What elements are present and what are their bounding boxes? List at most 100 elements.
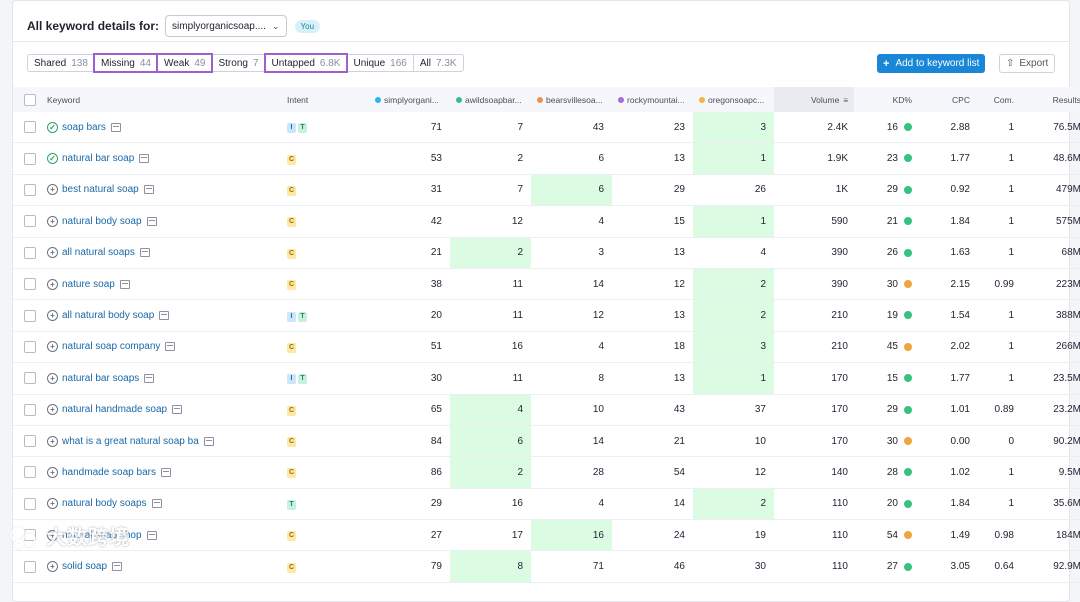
add-circle-icon[interactable]: + xyxy=(47,561,58,573)
competitor-5-color-dot xyxy=(699,97,705,104)
serp-features-icon[interactable] xyxy=(119,279,130,289)
add-circle-icon[interactable]: + xyxy=(47,498,58,510)
column-results[interactable]: Results xyxy=(1020,87,1080,112)
keyword-link[interactable]: solid soap xyxy=(62,561,108,573)
column-competitor-5[interactable]: oregonsoapc... xyxy=(693,87,774,112)
export-button[interactable]: ⇧ Export xyxy=(999,54,1056,73)
add-circle-icon[interactable]: + xyxy=(47,372,58,384)
serp-features-icon[interactable] xyxy=(144,373,155,383)
filter-tab-unique[interactable]: Unique 166 xyxy=(346,54,414,72)
column-com[interactable]: Com. xyxy=(976,87,1020,112)
add-circle-icon[interactable]: + xyxy=(47,184,58,196)
serp-features-icon[interactable] xyxy=(151,499,162,509)
keyword-link[interactable]: natural bar soaps xyxy=(62,372,140,384)
serp-features-icon[interactable] xyxy=(139,248,150,258)
serp-features-icon[interactable] xyxy=(112,562,123,572)
kd-indicator-dot xyxy=(904,123,912,132)
column-competitor-2[interactable]: awildsoapbar... xyxy=(450,87,531,112)
row-checkbox[interactable] xyxy=(24,309,36,322)
competition-cell: 1 xyxy=(976,142,1020,175)
serp-features-icon[interactable] xyxy=(146,530,157,540)
column-volume[interactable]: Volume ≡ xyxy=(774,87,854,112)
column-cpc-label: CPC xyxy=(952,94,970,105)
keyword-link[interactable]: natural body soaps xyxy=(62,498,147,510)
select-all-checkbox[interactable] xyxy=(24,93,36,106)
row-checkbox[interactable] xyxy=(24,372,36,385)
add-circle-icon[interactable]: + xyxy=(47,404,58,416)
keyword-link[interactable]: natural handmade soap xyxy=(62,404,168,416)
column-competitor-1[interactable]: simplyorgani... xyxy=(369,87,450,112)
keyword-link[interactable]: natural soap shop xyxy=(62,529,142,541)
kd-value: 21 xyxy=(886,215,898,227)
serp-features-icon[interactable] xyxy=(165,342,176,352)
row-checkbox[interactable] xyxy=(24,121,36,134)
keyword-link[interactable]: handmade soap bars xyxy=(62,466,156,478)
add-circle-icon[interactable]: + xyxy=(47,247,58,259)
add-circle-icon[interactable]: + xyxy=(47,529,58,541)
serp-features-icon[interactable] xyxy=(110,122,121,132)
check-circle-icon[interactable]: ✓ xyxy=(47,121,58,133)
keyword-link[interactable]: what is a great natural soap ba xyxy=(62,435,199,447)
row-checkbox-cell xyxy=(13,456,47,489)
intent-cell: T xyxy=(287,488,369,521)
keyword-cell: + natural body soaps xyxy=(47,488,287,521)
add-circle-icon[interactable]: + xyxy=(47,278,58,290)
row-checkbox[interactable] xyxy=(24,183,36,196)
keyword-link[interactable]: best natural soap xyxy=(62,184,139,196)
add-circle-icon[interactable]: + xyxy=(47,466,58,478)
row-checkbox[interactable] xyxy=(24,403,36,416)
column-kd[interactable]: KD% xyxy=(854,87,916,112)
add-to-keyword-list-button[interactable]: + Add to keyword list xyxy=(877,54,986,73)
keyword-link[interactable]: nature soap xyxy=(62,278,115,290)
competitor-position-cell: 10 xyxy=(693,425,774,458)
filter-tab-strong[interactable]: Strong 7 xyxy=(211,54,266,72)
filter-tab-all[interactable]: All 7.3K xyxy=(412,54,464,72)
keyword-link[interactable]: natural body soap xyxy=(62,215,142,227)
check-circle-icon[interactable]: ✓ xyxy=(47,153,58,165)
serp-features-icon[interactable] xyxy=(172,405,183,415)
serp-features-icon[interactable] xyxy=(143,185,154,195)
column-intent[interactable]: Intent xyxy=(287,87,369,112)
keyword-wrap: + what is a great natural soap ba xyxy=(47,435,287,447)
row-checkbox[interactable] xyxy=(24,340,36,353)
serp-features-icon[interactable] xyxy=(146,216,157,226)
row-checkbox[interactable] xyxy=(24,497,36,510)
filter-tab-shared[interactable]: Shared 138 xyxy=(27,54,95,72)
serp-features-icon[interactable] xyxy=(139,154,150,164)
intent-badge: T xyxy=(298,311,307,322)
row-checkbox[interactable] xyxy=(24,435,36,448)
competitor-position-cell: 12 xyxy=(693,456,774,489)
add-circle-icon[interactable]: + xyxy=(47,310,58,322)
row-checkbox[interactable] xyxy=(24,152,36,165)
filter-tab-untapped[interactable]: Untapped 6.8K xyxy=(263,53,349,73)
filter-tab-missing[interactable]: Missing 44 xyxy=(92,53,159,73)
competitor-position-cell: 29 xyxy=(369,488,450,521)
column-competitor-3[interactable]: bearsvillesoa... xyxy=(531,87,612,112)
add-circle-icon[interactable]: + xyxy=(47,341,58,353)
row-checkbox[interactable] xyxy=(24,466,36,479)
add-circle-icon[interactable]: + xyxy=(47,215,58,227)
serp-features-icon[interactable] xyxy=(203,436,214,446)
keyword-link[interactable]: all natural soaps xyxy=(62,247,135,259)
row-checkbox[interactable] xyxy=(24,278,36,291)
column-competitor-4[interactable]: rockymountai... xyxy=(612,87,693,112)
keyword-link[interactable]: natural bar soap xyxy=(62,153,135,165)
row-checkbox[interactable] xyxy=(24,246,36,259)
row-checkbox[interactable] xyxy=(24,560,36,573)
competitor-position-cell: 2 xyxy=(693,268,774,301)
keyword-cell: + handmade soap bars xyxy=(47,456,287,489)
kd-indicator-dot xyxy=(904,342,912,351)
keyword-link[interactable]: all natural body soap xyxy=(62,310,155,322)
column-cpc[interactable]: CPC xyxy=(916,87,976,112)
serp-features-icon[interactable] xyxy=(160,467,171,477)
serp-features-icon[interactable] xyxy=(159,311,170,321)
row-checkbox[interactable] xyxy=(24,215,36,228)
filter-tab-weak[interactable]: Weak 49 xyxy=(155,53,214,73)
competitor-1-label: simplyorgani... xyxy=(384,94,439,105)
keyword-link[interactable]: natural soap company xyxy=(62,341,161,353)
keyword-link[interactable]: soap bars xyxy=(62,121,106,133)
column-keyword[interactable]: Keyword xyxy=(47,87,287,112)
add-circle-icon[interactable]: + xyxy=(47,435,58,447)
domain-select[interactable]: simplyorganicsoap.... ⌄ xyxy=(165,15,287,37)
competitor-position-cell: 30 xyxy=(693,550,774,583)
